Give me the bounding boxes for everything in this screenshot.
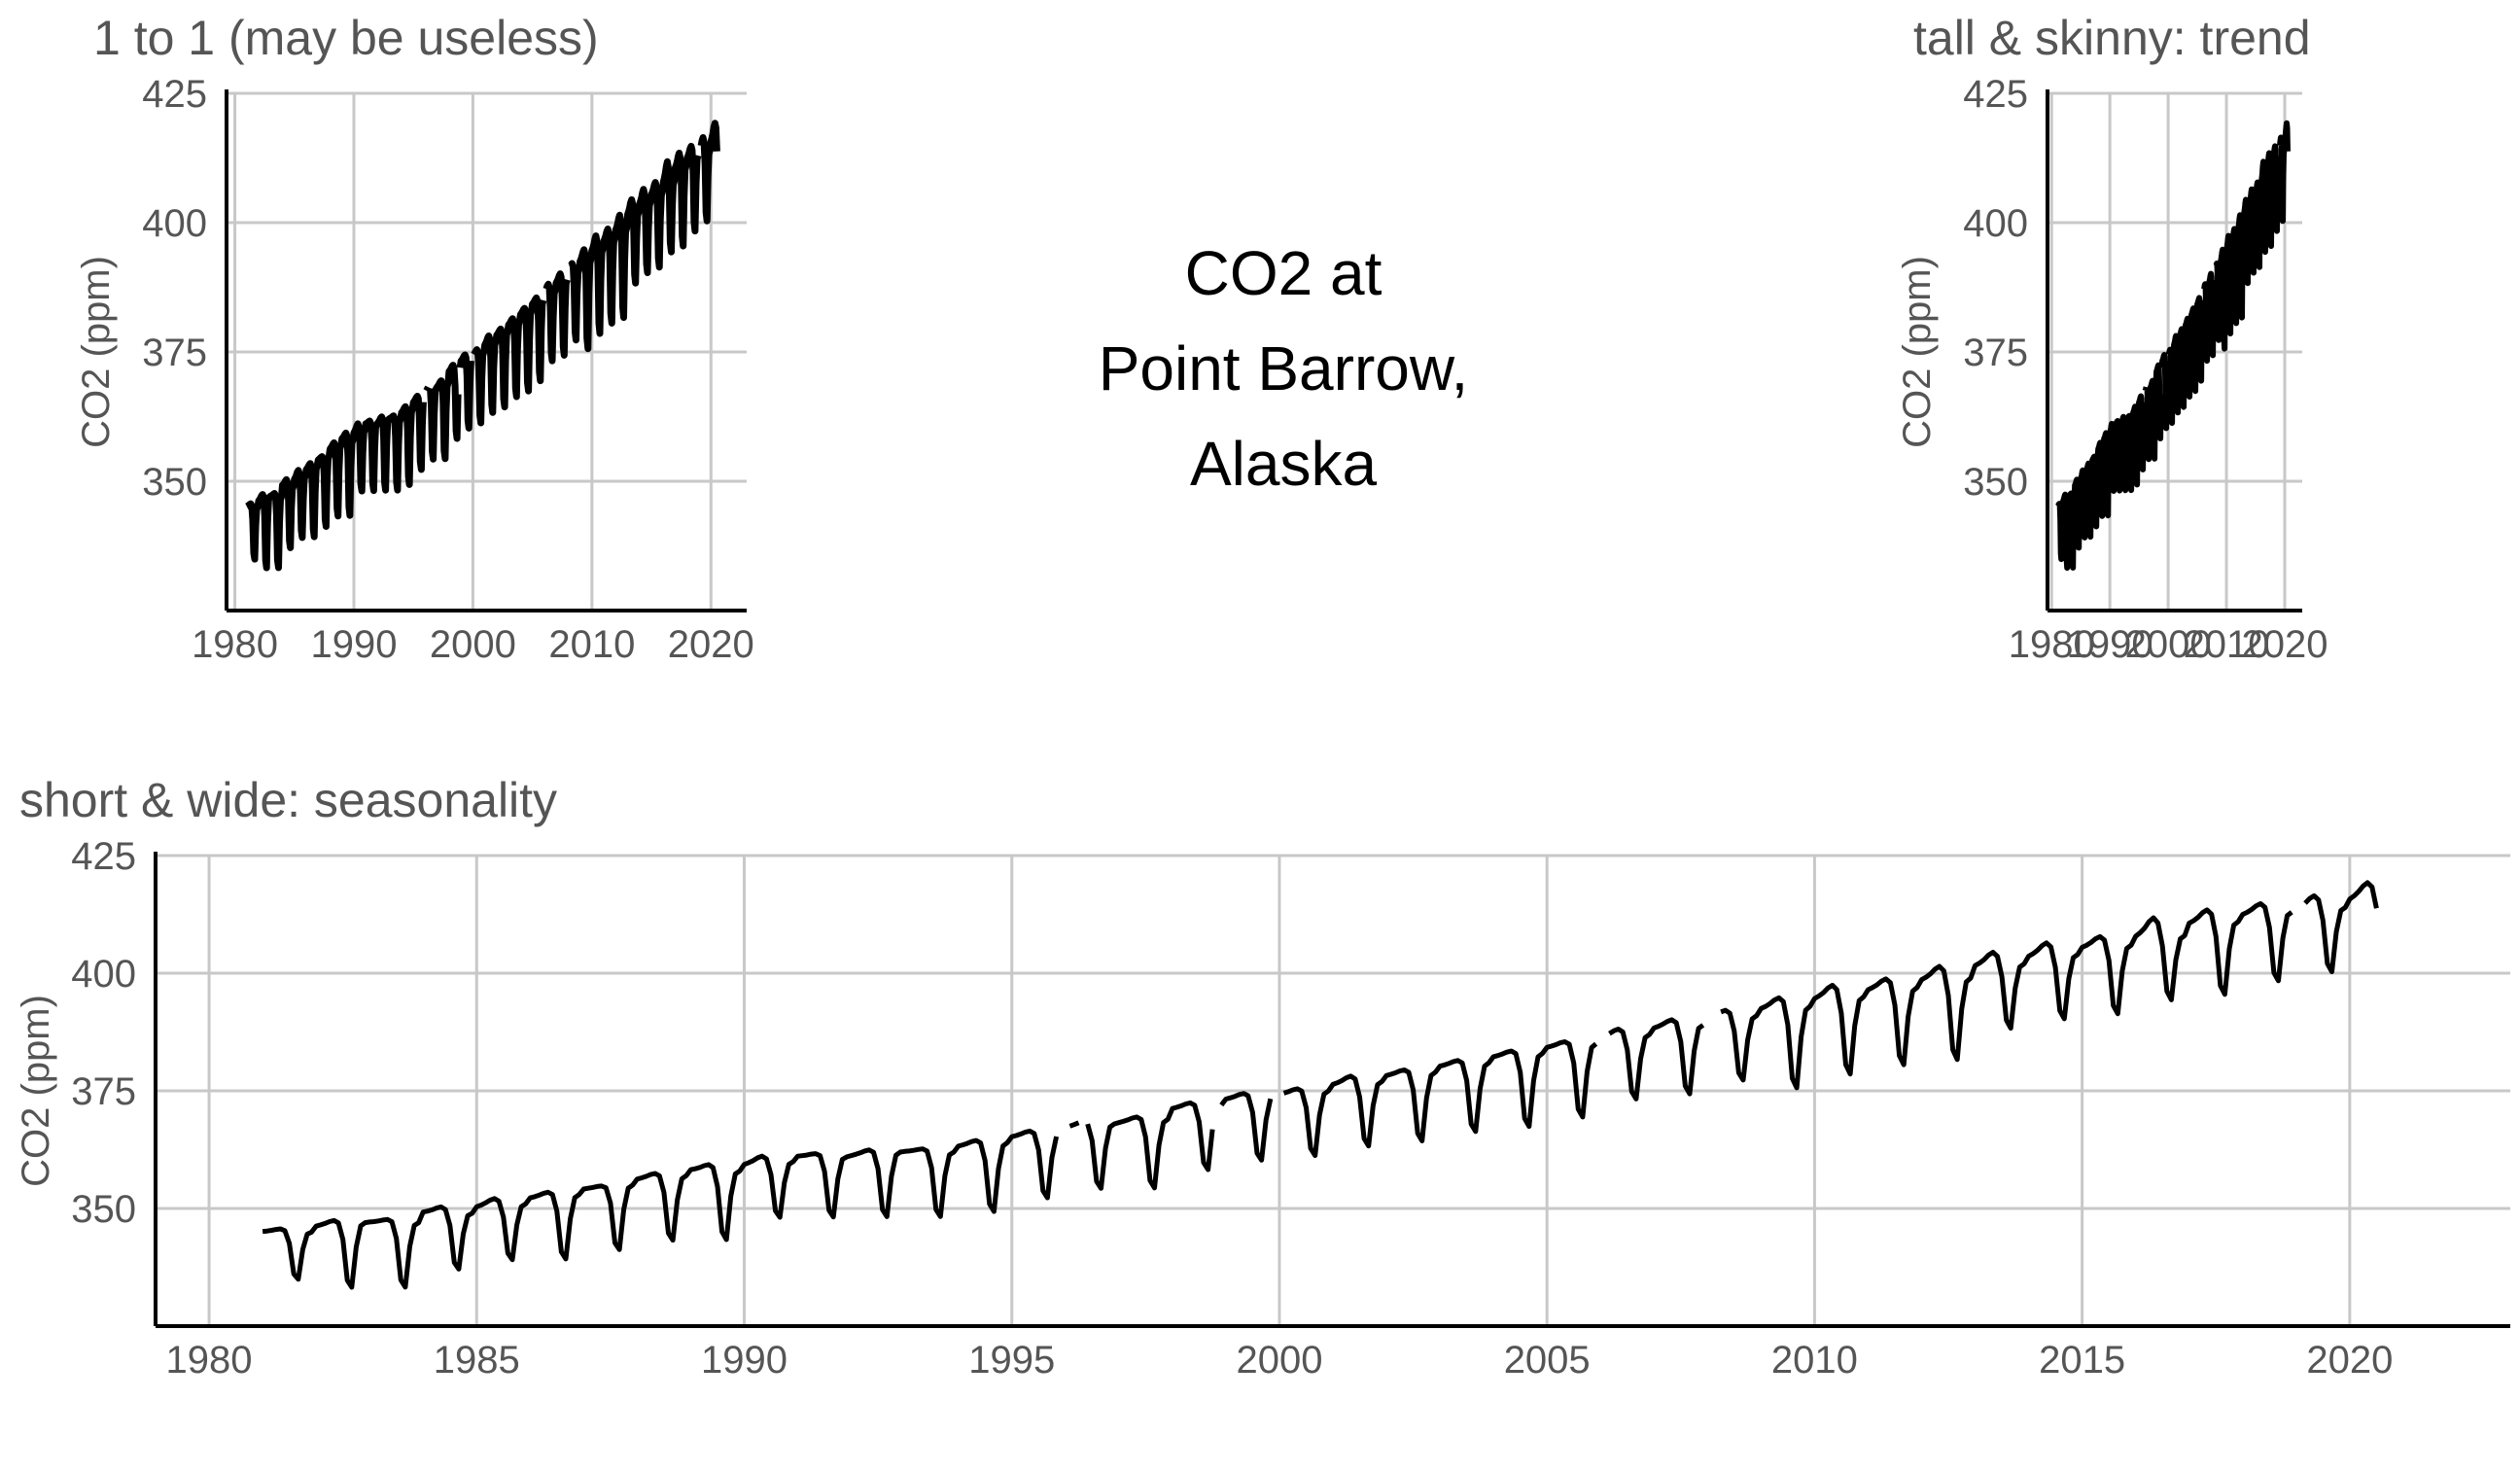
x-tick-label-1980: 1980 bbox=[192, 623, 278, 666]
x-tick-label-2010: 2010 bbox=[1771, 1339, 1858, 1382]
y-tick-label-425: 425 bbox=[142, 73, 207, 116]
x-tick-label-2010: 2010 bbox=[2184, 623, 2270, 666]
x-tick-label-1990: 1990 bbox=[2067, 623, 2153, 666]
y-tick-label-425: 425 bbox=[71, 835, 136, 878]
y-tick-label-400: 400 bbox=[142, 202, 207, 245]
y-axis-label: CO2 (ppm) bbox=[75, 256, 118, 448]
x-tick-label-2020: 2020 bbox=[2306, 1339, 2393, 1382]
y-tick-label-375: 375 bbox=[142, 332, 207, 374]
x-tick-label-1980: 1980 bbox=[2009, 623, 2095, 666]
x-tick-label-1980: 1980 bbox=[166, 1339, 253, 1382]
x-tick-label-1990: 1990 bbox=[701, 1339, 788, 1382]
y-tick-label-350: 350 bbox=[1963, 461, 2028, 504]
figure-title-line-1: CO2 at bbox=[1184, 238, 1382, 308]
figure-title-line-2: Point Barrow, bbox=[1098, 333, 1469, 403]
x-tick-label-2000: 2000 bbox=[2125, 623, 2212, 666]
x-tick-label-2000: 2000 bbox=[430, 623, 516, 666]
series-line-co2 bbox=[2054, 120, 2291, 571]
chart-square: 1980 1990 2000 2010 2020 350 375 400 425 CO2 (ppm… bbox=[75, 11, 754, 666]
chart-title: 1 to 1 (may be useless) bbox=[93, 11, 599, 65]
y-tick-label-350: 350 bbox=[71, 1188, 136, 1231]
y-tick-label-375: 375 bbox=[1963, 332, 2028, 374]
x-tick-label-2010: 2010 bbox=[548, 623, 635, 666]
x-tick-label-2015: 2015 bbox=[2039, 1339, 2125, 1382]
chart-title: tall & skinny: trend bbox=[1913, 11, 2311, 65]
series-line-co2 bbox=[262, 880, 2379, 1290]
x-tick-label-2005: 2005 bbox=[1504, 1339, 1591, 1382]
y-tick-label-400: 400 bbox=[71, 953, 136, 996]
y-tick-label-375: 375 bbox=[71, 1070, 136, 1113]
x-tick-label-1995: 1995 bbox=[968, 1339, 1055, 1382]
y-axis-label: CO2 (ppm) bbox=[15, 995, 57, 1187]
chart-title: short & wide: seasonality bbox=[19, 773, 557, 827]
x-tick-label-2020: 2020 bbox=[668, 623, 754, 666]
x-tick-label-2020: 2020 bbox=[2242, 623, 2328, 666]
series-line-co2 bbox=[244, 120, 720, 572]
x-tick-label-1985: 1985 bbox=[434, 1339, 520, 1382]
y-tick-label-350: 350 bbox=[142, 461, 207, 504]
chart-wide: 1980 1985 1990 1995 2000 2005 2010 2015 2020 350 3… bbox=[15, 773, 2510, 1382]
x-tick-label-1990: 1990 bbox=[311, 623, 398, 666]
y-tick-label-400: 400 bbox=[1963, 202, 2028, 245]
y-tick-label-425: 425 bbox=[1963, 73, 2028, 116]
figure-title: CO2 at Point Barrow, Alaska bbox=[982, 226, 1585, 511]
figure-title-line-3: Alaska bbox=[1189, 429, 1378, 499]
x-tick-label-2000: 2000 bbox=[1236, 1339, 1322, 1382]
y-axis-label: CO2 (ppm) bbox=[1896, 256, 1939, 448]
